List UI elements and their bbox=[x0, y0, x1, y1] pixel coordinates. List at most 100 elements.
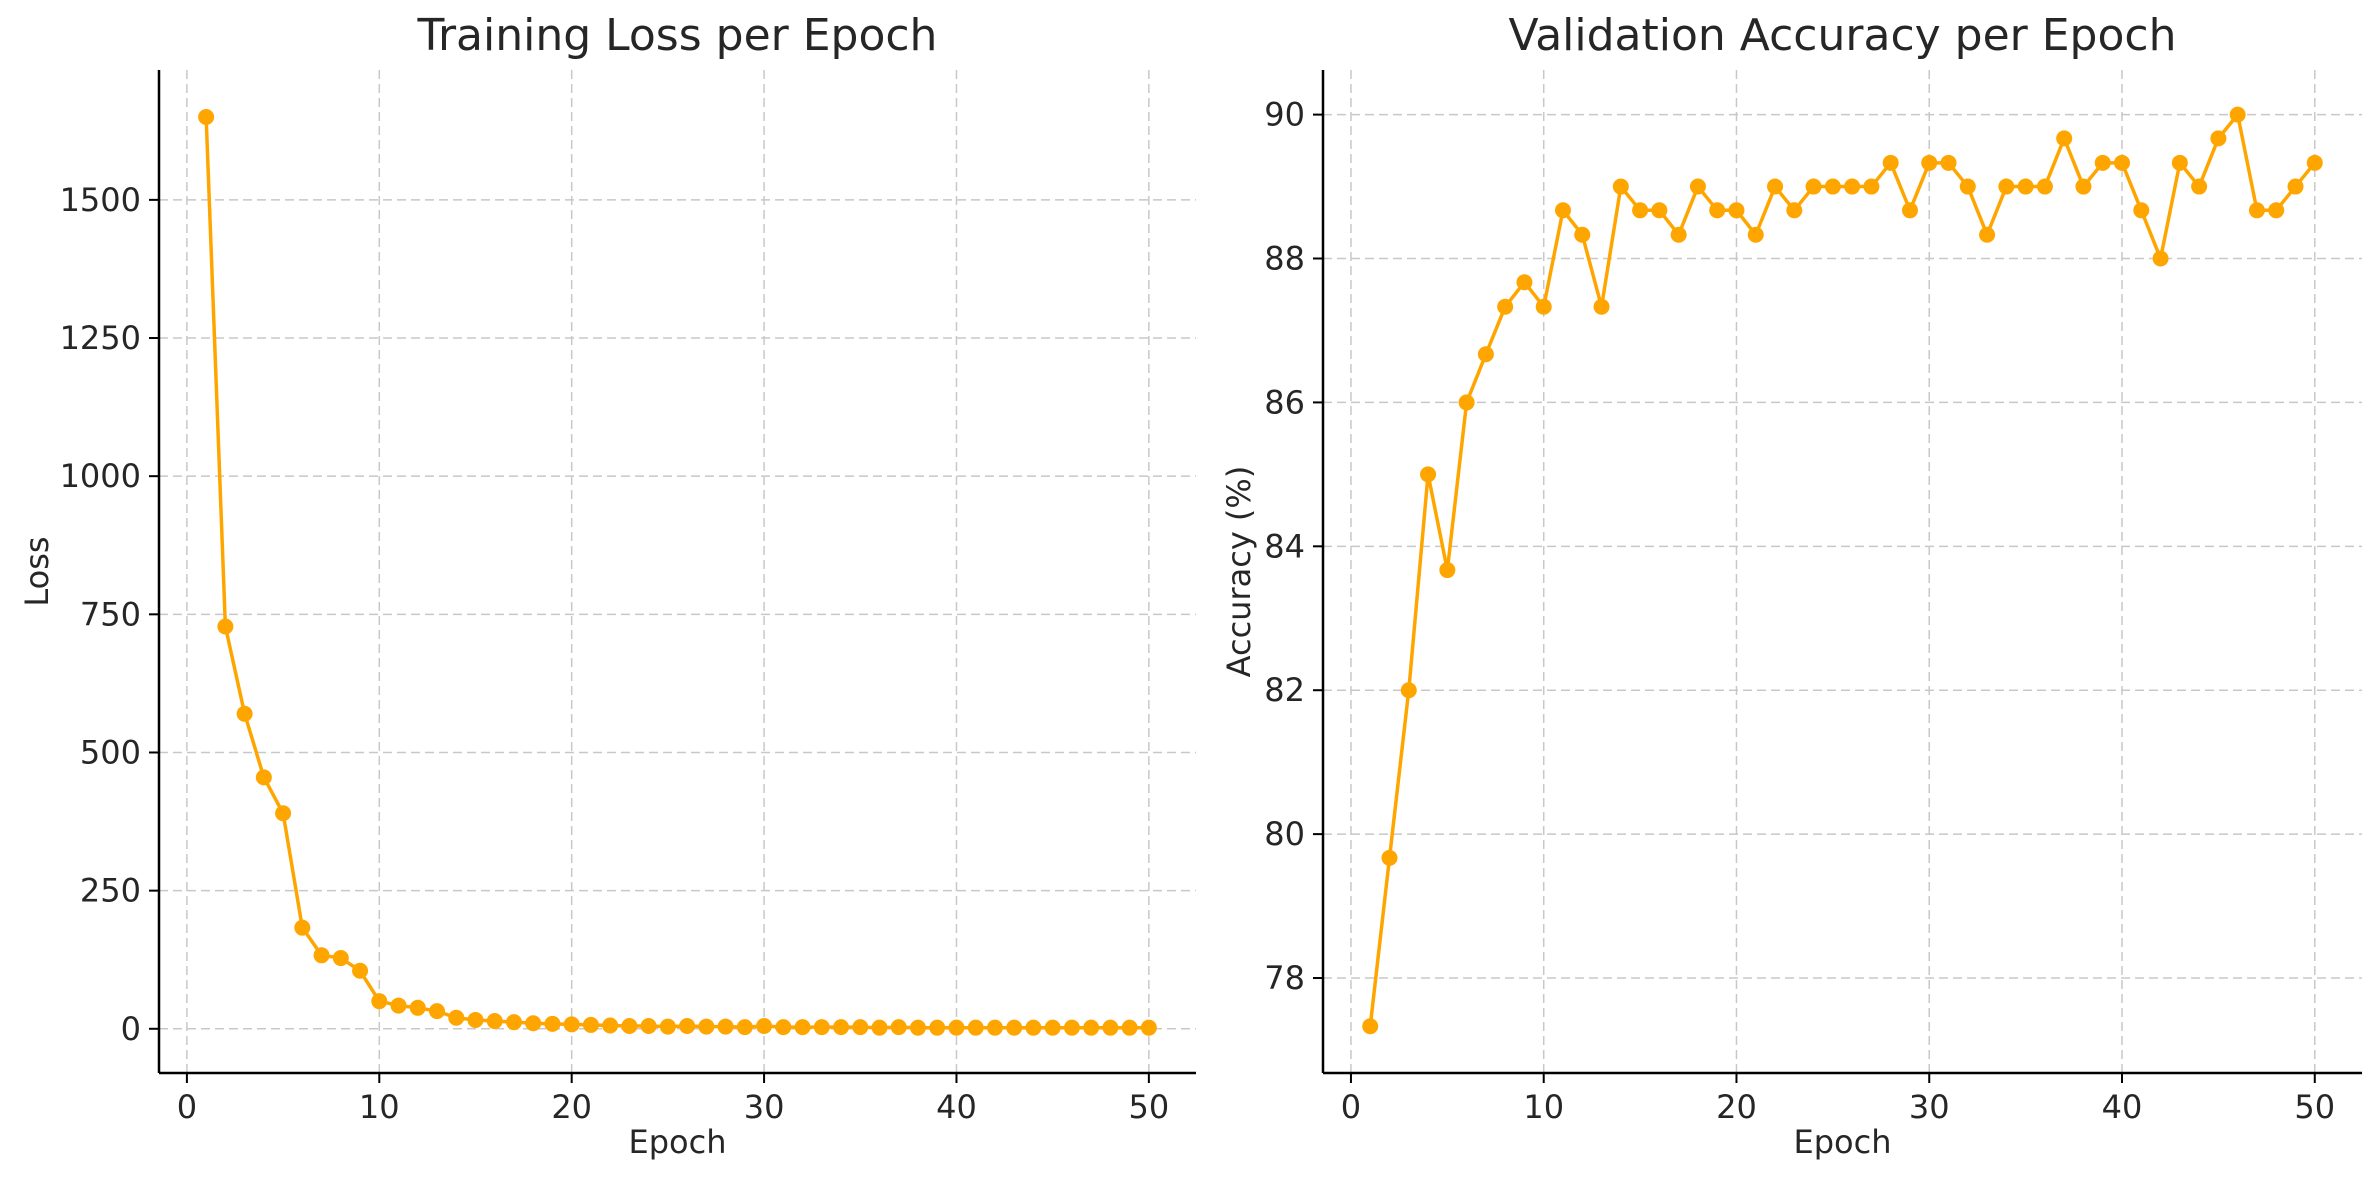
data-point bbox=[1439, 562, 1456, 579]
data-point bbox=[2152, 250, 2169, 267]
data-point bbox=[2114, 154, 2131, 171]
data-point bbox=[1102, 1019, 1119, 1036]
y-tick-label: 1000 bbox=[60, 457, 141, 495]
data-point bbox=[1632, 202, 1649, 219]
data-point bbox=[505, 1014, 522, 1031]
data-point bbox=[948, 1019, 965, 1036]
data-point bbox=[1362, 1018, 1379, 1035]
data-point bbox=[1006, 1019, 1023, 1036]
x-tick-label: 0 bbox=[177, 1088, 197, 1126]
x-axis-label: Epoch bbox=[629, 1123, 727, 1161]
y-tick-label: 78 bbox=[1264, 959, 1305, 997]
data-point bbox=[409, 999, 426, 1016]
y-axis-label: Accuracy (%) bbox=[1220, 466, 1258, 678]
data-point bbox=[1554, 202, 1571, 219]
x-tick-label: 30 bbox=[744, 1088, 785, 1126]
data-point bbox=[486, 1013, 503, 1030]
data-point bbox=[1747, 226, 1764, 243]
data-point bbox=[1844, 178, 1861, 195]
y-tick-label: 84 bbox=[1264, 527, 1305, 565]
data-point bbox=[332, 950, 349, 967]
data-point bbox=[1901, 202, 1918, 219]
data-point bbox=[1959, 178, 1976, 195]
x-tick-label: 10 bbox=[359, 1088, 400, 1126]
y-tick-label: 250 bbox=[80, 872, 141, 910]
data-point bbox=[852, 1019, 869, 1036]
data-point bbox=[2036, 178, 2053, 195]
data-point bbox=[1709, 202, 1726, 219]
data-point bbox=[2017, 178, 2034, 195]
data-point bbox=[813, 1019, 830, 1036]
data-point bbox=[1670, 226, 1687, 243]
data-point bbox=[1805, 178, 1822, 195]
y-tick-label: 1250 bbox=[60, 319, 141, 357]
x-tick-label: 10 bbox=[1523, 1088, 1564, 1126]
data-point bbox=[448, 1009, 465, 1026]
data-point bbox=[621, 1018, 638, 1035]
data-point bbox=[1025, 1019, 1042, 1036]
y-axis-label: Loss bbox=[18, 536, 56, 606]
y-tick-label: 500 bbox=[80, 733, 141, 771]
data-point bbox=[429, 1003, 446, 1020]
data-point bbox=[1863, 178, 1880, 195]
data-point bbox=[1420, 466, 1437, 483]
series-line bbox=[1368, 112, 2317, 1027]
data-point bbox=[352, 962, 369, 979]
data-point bbox=[775, 1019, 792, 1036]
data-point bbox=[2229, 106, 2246, 123]
y-tick-label: 82 bbox=[1264, 671, 1305, 709]
data-point bbox=[2287, 178, 2304, 195]
x-tick-label: 20 bbox=[1716, 1088, 1757, 1126]
data-point bbox=[198, 108, 215, 125]
data-point bbox=[563, 1016, 580, 1033]
y-tick-label: 86 bbox=[1264, 383, 1305, 421]
data-point bbox=[525, 1015, 542, 1032]
x-tick-label: 40 bbox=[2102, 1088, 2143, 1126]
y-tick-label: 90 bbox=[1264, 96, 1305, 134]
data-point bbox=[736, 1019, 753, 1036]
data-point bbox=[1381, 849, 1398, 866]
data-point bbox=[1979, 226, 1996, 243]
data-point bbox=[1400, 682, 1417, 699]
data-point bbox=[1651, 202, 1668, 219]
data-point bbox=[871, 1019, 888, 1036]
data-point bbox=[1882, 154, 1899, 171]
data-point bbox=[371, 993, 388, 1010]
data-point bbox=[2075, 178, 2092, 195]
x-tick-label: 50 bbox=[2294, 1088, 2335, 1126]
data-point bbox=[967, 1019, 984, 1036]
data-point bbox=[679, 1018, 696, 1035]
data-point bbox=[640, 1018, 657, 1035]
data-point bbox=[1767, 178, 1784, 195]
data-point bbox=[1612, 178, 1629, 195]
y-tick-label: 750 bbox=[80, 595, 141, 633]
data-point bbox=[1574, 226, 1591, 243]
data-point bbox=[275, 805, 292, 822]
data-point bbox=[1728, 202, 1745, 219]
data-point bbox=[217, 618, 234, 635]
data-point bbox=[929, 1019, 946, 1036]
data-point bbox=[313, 947, 330, 964]
data-point bbox=[2210, 130, 2227, 147]
data-point bbox=[698, 1018, 715, 1035]
data-point bbox=[833, 1019, 850, 1036]
data-point bbox=[1477, 346, 1494, 363]
data-point bbox=[602, 1017, 619, 1034]
data-point bbox=[2191, 178, 2208, 195]
data-point bbox=[1921, 154, 1938, 171]
data-point bbox=[1083, 1019, 1100, 1036]
data-point bbox=[1140, 1019, 1157, 1036]
data-point bbox=[1516, 274, 1533, 291]
data-point bbox=[2306, 154, 2323, 171]
data-point bbox=[255, 769, 272, 786]
data-point bbox=[582, 1016, 599, 1033]
data-point bbox=[659, 1018, 676, 1035]
data-point bbox=[890, 1019, 907, 1036]
data-point bbox=[544, 1015, 561, 1032]
data-point bbox=[2268, 202, 2285, 219]
data-point bbox=[909, 1019, 926, 1036]
data-point bbox=[294, 919, 311, 936]
chart-title: Training Loss per Epoch bbox=[417, 10, 938, 61]
